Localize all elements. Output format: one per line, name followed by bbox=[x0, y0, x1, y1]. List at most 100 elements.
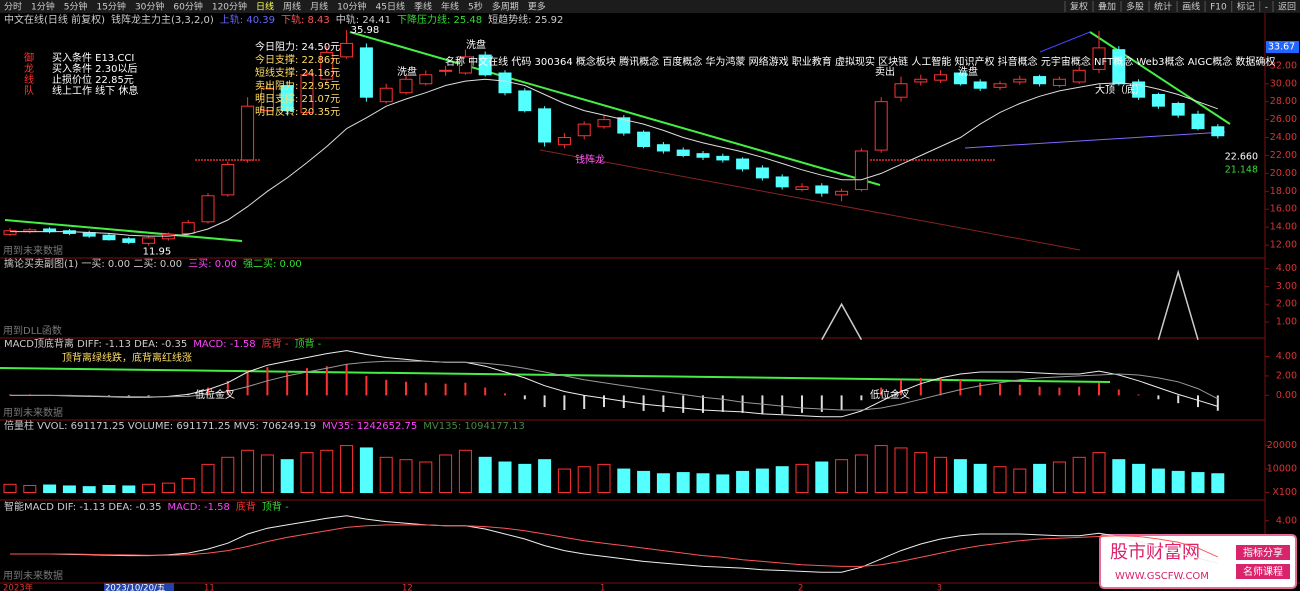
header-item: 底背 - bbox=[262, 337, 289, 350]
toolbar-tool[interactable]: 统计 bbox=[1154, 1, 1172, 13]
toolbar-tool[interactable]: 多股 bbox=[1126, 1, 1144, 13]
candle-body bbox=[557, 137, 571, 146]
x-label: 12 bbox=[402, 584, 413, 591]
volume-bar bbox=[755, 468, 769, 494]
toolbar bbox=[0, 0, 1300, 13]
volume-bar bbox=[993, 466, 1007, 494]
volume-bar bbox=[1013, 468, 1027, 494]
candle-body bbox=[1072, 69, 1086, 83]
toolbar-tab[interactable]: 45日线 bbox=[376, 1, 405, 13]
toolbar-tab[interactable]: 日线 bbox=[256, 1, 274, 13]
ma-line bbox=[10, 78, 1218, 237]
volume-bar bbox=[241, 449, 255, 494]
candle-body bbox=[1092, 47, 1106, 70]
annotation: 钱阵龙 bbox=[575, 153, 605, 166]
header-item: 智能MACD DIF: -1.13 DEA: -0.35 bbox=[4, 500, 162, 513]
y-tick-label: 20000 bbox=[1267, 440, 1297, 451]
volume-bar bbox=[617, 468, 631, 494]
x-label: 11 bbox=[204, 584, 215, 591]
volume-bar bbox=[1092, 452, 1106, 494]
level-text: 卖出阻力: 22.95元 bbox=[255, 79, 340, 92]
header-item: 中文在线(日线 前复权) bbox=[4, 13, 105, 26]
volume-bar bbox=[1191, 472, 1205, 494]
y-tick-label: 32.00 bbox=[1270, 60, 1297, 71]
toolbar-tool[interactable]: 复权 bbox=[1070, 1, 1088, 13]
level-text: 今日阻力: 24.50元 bbox=[255, 40, 340, 53]
toolbar-tab[interactable]: 季线 bbox=[414, 1, 432, 13]
watermark: 股市财富网 WWW.GSCFW.COM 指标分享 名师课程 bbox=[1099, 534, 1297, 589]
toolbar-tab[interactable]: 30分钟 bbox=[135, 1, 164, 13]
header-item: 强二买: 0.00 bbox=[243, 258, 302, 270]
toolbar-tool[interactable]: - bbox=[1265, 3, 1268, 13]
header-item: 三买: 0.00 bbox=[188, 258, 237, 270]
volume-bar bbox=[637, 470, 651, 494]
candle-body bbox=[597, 119, 611, 128]
volume-bar bbox=[340, 445, 354, 494]
y-tick-label: 4.00 bbox=[1276, 351, 1297, 362]
header-item: 中轨: 24.41 bbox=[336, 13, 391, 26]
candle-body bbox=[379, 87, 393, 103]
volume-bar bbox=[597, 463, 611, 494]
candle-body bbox=[617, 117, 631, 134]
toolbar-tool[interactable]: 画线 bbox=[1182, 1, 1200, 13]
panel-borders bbox=[0, 13, 1300, 584]
dea-line bbox=[10, 360, 1219, 411]
toolbar-tab[interactable]: 多周期 bbox=[492, 1, 519, 13]
volume-bar bbox=[102, 484, 116, 494]
toolbar-tool[interactable]: 标记 bbox=[1237, 1, 1255, 13]
y-tick-label: 3.00 bbox=[1276, 281, 1297, 292]
candle-body bbox=[1013, 78, 1027, 83]
signal-text: 止损价位 22.85元 bbox=[52, 73, 134, 86]
toolbar-tool[interactable]: 返回 bbox=[1278, 1, 1296, 13]
toolbar-tab[interactable]: 周线 bbox=[283, 1, 301, 13]
header-item: 下降压力线: 25.48 bbox=[397, 13, 482, 26]
candle-body bbox=[1052, 78, 1066, 87]
toolbar-tab[interactable]: 60分钟 bbox=[173, 1, 202, 13]
candle-body bbox=[716, 155, 730, 161]
low-label: 11.95 bbox=[143, 247, 172, 258]
candle-body bbox=[894, 83, 908, 98]
candle-body bbox=[221, 163, 235, 196]
y-tick-label: 4.00 bbox=[1276, 515, 1297, 526]
volume-bar bbox=[3, 483, 17, 494]
candle-body bbox=[934, 74, 948, 81]
candle-body bbox=[3, 230, 17, 235]
toolbar-tab[interactable]: 更多 bbox=[528, 1, 546, 13]
volume-bar bbox=[894, 447, 908, 494]
candle-body bbox=[340, 42, 354, 58]
volume-bar bbox=[181, 477, 195, 494]
toolbar-tab[interactable]: 15分钟 bbox=[96, 1, 125, 13]
volume-bar bbox=[914, 452, 928, 494]
volume-bar bbox=[43, 484, 57, 494]
candle-body bbox=[815, 185, 829, 194]
toolbar-tab[interactable]: 10分钟 bbox=[337, 1, 366, 13]
toolbar-tab[interactable]: 分时 bbox=[4, 1, 22, 13]
toolbar-tool[interactable]: F10 bbox=[1210, 3, 1227, 13]
panel-note: 用到未来数据 bbox=[3, 569, 63, 582]
toolbar-tab[interactable]: 月线 bbox=[310, 1, 328, 13]
toolbar-tab[interactable]: 5秒 bbox=[468, 1, 483, 13]
toolbar-tab[interactable]: 年线 bbox=[441, 1, 459, 13]
toolbar-tab[interactable]: 120分钟 bbox=[212, 1, 247, 13]
volume-bar bbox=[518, 463, 532, 494]
toolbar-tab[interactable]: 1分钟 bbox=[31, 1, 55, 13]
volume-bar bbox=[23, 484, 37, 494]
header-item: 顶背 - bbox=[262, 500, 289, 513]
volume-bar bbox=[122, 485, 136, 494]
volume-bar bbox=[1151, 468, 1165, 494]
level-text: 明日反转: 20.35元 bbox=[255, 105, 340, 118]
candle-body bbox=[1191, 113, 1205, 130]
toolbar-tab[interactable]: 5分钟 bbox=[64, 1, 88, 13]
price-label: 33.67 bbox=[1268, 42, 1295, 53]
candle-body bbox=[1112, 49, 1126, 85]
candle-body bbox=[458, 56, 472, 74]
annotation: 低位金叉 bbox=[195, 388, 235, 401]
toolbar-tool[interactable]: 叠加 bbox=[1098, 2, 1116, 13]
header-item: 底背 bbox=[236, 500, 256, 513]
annotation: 大顶（底） bbox=[1095, 83, 1145, 96]
header-item: MV35: 1242652.75 bbox=[322, 421, 417, 432]
signal-text: 买入条件 E13.CCI bbox=[52, 51, 134, 64]
volume-bar bbox=[835, 459, 849, 494]
annotation: 洗盘 bbox=[466, 38, 486, 51]
volume-bar bbox=[716, 474, 730, 494]
